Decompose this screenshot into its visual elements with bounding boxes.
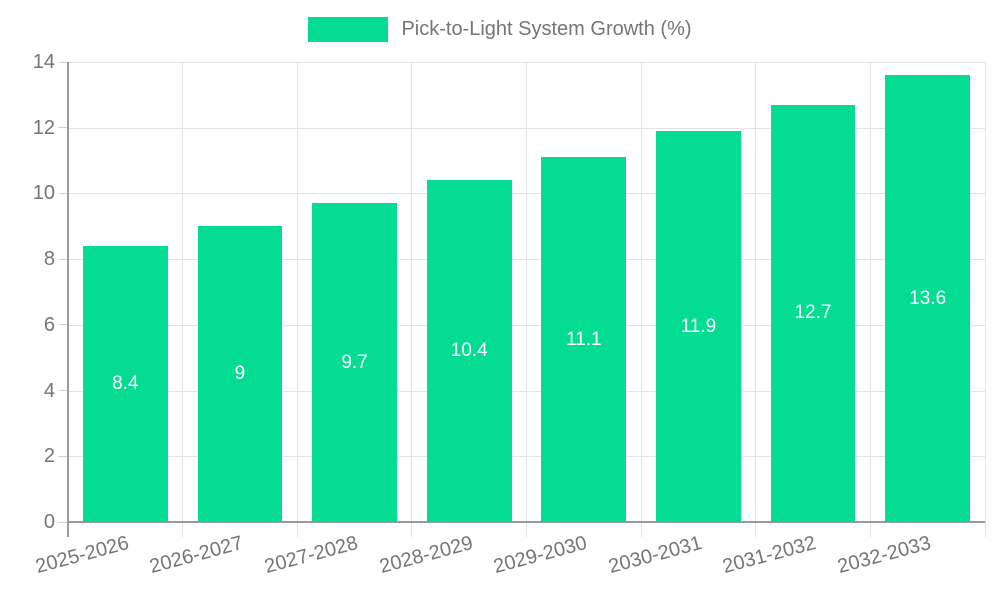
bar: 10.4 bbox=[426, 180, 512, 522]
y-axis-label: 0 bbox=[43, 511, 55, 533]
x-axis-label: 2030-2031 bbox=[606, 532, 705, 579]
bar: 11.1 bbox=[541, 157, 627, 522]
gridline-vertical bbox=[411, 62, 413, 537]
y-axis-tick bbox=[58, 127, 68, 129]
y-axis-label: 4 bbox=[43, 379, 55, 402]
gridline-horizontal bbox=[68, 62, 985, 63]
bar-value-label: 8.4 bbox=[112, 373, 139, 394]
y-axis-label: 14 bbox=[32, 51, 55, 73]
bar: 9 bbox=[197, 226, 283, 522]
bar: 11.9 bbox=[656, 131, 741, 522]
bar: 8.4 bbox=[82, 246, 168, 522]
x-axis-label: 2028-2029 bbox=[376, 532, 475, 579]
gridline-vertical bbox=[526, 62, 527, 537]
bar: 13.6 bbox=[885, 75, 971, 522]
y-axis-label: 8 bbox=[43, 248, 55, 271]
gridline-horizontal bbox=[68, 259, 985, 261]
x-axis-label: 2026-2027 bbox=[147, 532, 246, 579]
chart-legend[interactable]: Pick-to-Light System Growth (%) bbox=[0, 17, 1000, 42]
bar-value-label: 13.6 bbox=[909, 287, 947, 309]
bar-value-label: 12.7 bbox=[794, 302, 832, 324]
x-axis-line bbox=[68, 521, 985, 523]
gridline-horizontal bbox=[68, 456, 985, 458]
y-axis-label: 2 bbox=[43, 445, 55, 468]
bar-chart-canvas: 0 2 4 6 8 10 12 14 8.4 2025-2026 9 2026-2027 9.7 2027… bbox=[33, 51, 986, 578]
y-axis-tick bbox=[58, 192, 68, 194]
x-axis-label: 2025-2026 bbox=[32, 532, 132, 579]
gridline-vertical bbox=[869, 62, 871, 537]
bar: 12.7 bbox=[770, 104, 856, 522]
gridline-horizontal bbox=[68, 324, 985, 326]
gridline-horizontal bbox=[68, 127, 985, 129]
y-axis-tick bbox=[58, 455, 68, 457]
x-axis-label: 2031-2032 bbox=[720, 532, 819, 579]
chart-title: Pick-to-Light System Growth (%) bbox=[401, 18, 692, 40]
x-axis-label: 2032-2033 bbox=[835, 532, 934, 579]
y-axis-tick bbox=[58, 324, 68, 326]
gridline-vertical bbox=[755, 62, 757, 537]
y-axis-tick bbox=[58, 61, 68, 63]
gridline-vertical bbox=[640, 62, 642, 537]
y-axis-line bbox=[67, 62, 69, 537]
x-axis-label: 2027-2028 bbox=[262, 532, 361, 579]
gridline-vertical bbox=[984, 62, 986, 537]
y-axis-tick bbox=[58, 521, 68, 523]
bar-value-label: 10.4 bbox=[450, 340, 488, 362]
bar-value-label: 9.7 bbox=[341, 351, 368, 373]
gridline-vertical bbox=[182, 62, 184, 537]
bar-value-label: 9 bbox=[234, 363, 246, 385]
bar: 9.7 bbox=[312, 203, 397, 522]
y-axis-label: 6 bbox=[43, 313, 55, 336]
gridline-vertical bbox=[296, 62, 298, 537]
y-axis-tick bbox=[58, 258, 68, 260]
gridline-horizontal bbox=[68, 193, 985, 195]
y-axis-label: 12 bbox=[32, 116, 55, 139]
x-axis-label: 2029-2030 bbox=[491, 532, 590, 579]
y-axis-tick bbox=[58, 390, 68, 392]
legend-swatch-icon bbox=[308, 17, 389, 42]
y-axis-label: 10 bbox=[32, 182, 55, 205]
bar-value-label: 11.1 bbox=[566, 328, 602, 350]
gridline-horizontal bbox=[68, 390, 985, 392]
bar-value-label: 11.9 bbox=[680, 315, 717, 337]
